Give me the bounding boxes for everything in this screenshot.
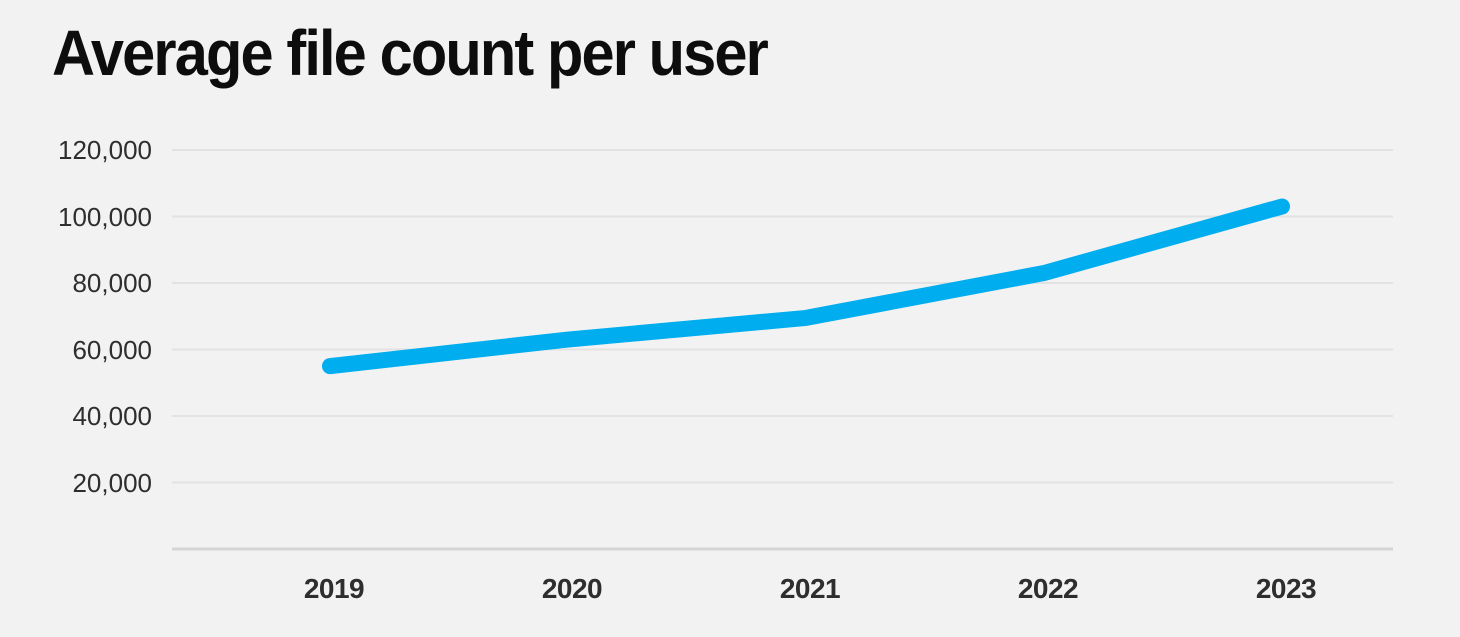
- y-tick-label-100,000: 100,000: [58, 201, 152, 232]
- x-tick-label-2022: 2022: [1017, 573, 1079, 604]
- y-tick-label-60,000: 60,000: [72, 334, 152, 365]
- y-tick-label-20,000: 20,000: [72, 467, 152, 498]
- x-tick-label-2019: 2019: [303, 573, 365, 604]
- y-tick-label-40,000: 40,000: [72, 401, 152, 431]
- x-tick-label-2020: 2020: [541, 573, 603, 604]
- y-tick-label-80,000: 80,000: [72, 268, 152, 298]
- y-tick-label-120,000: 120,000: [58, 135, 152, 165]
- x-tick-label-2021: 2021: [779, 573, 841, 604]
- x-tick-label-2023: 2023: [1255, 573, 1317, 604]
- series-line-Average file count per user: [322, 198, 1290, 375]
- chart-title: Average file count per user: [52, 17, 769, 89]
